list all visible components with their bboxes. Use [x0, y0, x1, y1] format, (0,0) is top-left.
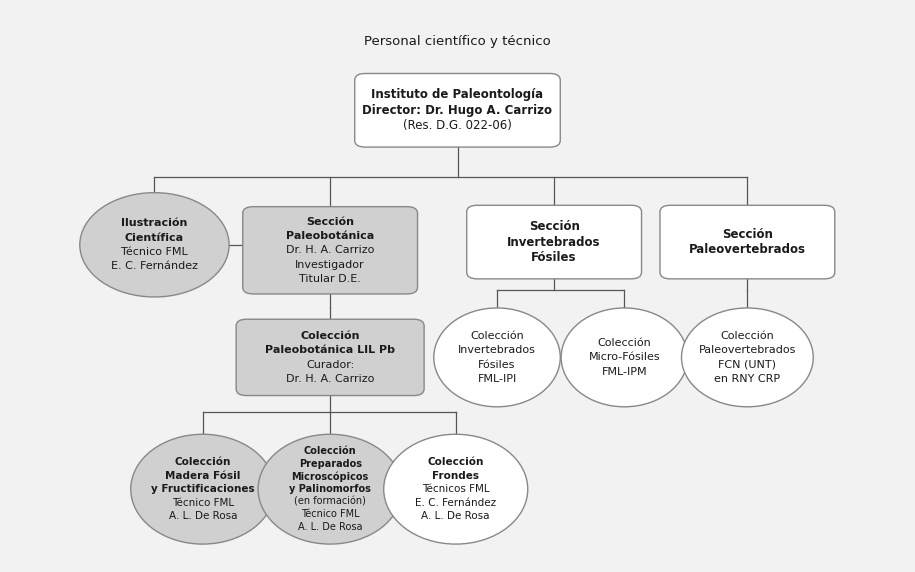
- Text: Titular D.E.: Titular D.E.: [299, 274, 361, 284]
- Text: Técnico FML: Técnico FML: [301, 510, 360, 519]
- Text: FML-IPI: FML-IPI: [478, 374, 517, 384]
- Text: A. L. De Rosa: A. L. De Rosa: [422, 511, 490, 521]
- Ellipse shape: [258, 434, 403, 544]
- Text: (en formación): (en formación): [295, 496, 366, 507]
- Text: Científica: Científica: [124, 233, 184, 243]
- Text: Director: Dr. Hugo A. Carrizo: Director: Dr. Hugo A. Carrizo: [362, 104, 553, 117]
- FancyBboxPatch shape: [242, 206, 417, 294]
- Text: Técnicos FML: Técnicos FML: [422, 484, 490, 494]
- Text: Colección: Colección: [470, 331, 524, 341]
- Text: FCN (UNT): FCN (UNT): [718, 360, 776, 370]
- Text: Micro-Fósiles: Micro-Fósiles: [588, 352, 661, 363]
- Text: Frondes: Frondes: [432, 471, 479, 480]
- Ellipse shape: [80, 193, 229, 297]
- Text: E. C. Fernández: E. C. Fernández: [111, 261, 198, 272]
- Text: y Palinomorfos: y Palinomorfos: [289, 484, 371, 494]
- Text: Colección: Colección: [175, 457, 231, 467]
- Text: Ilustración: Ilustración: [122, 218, 188, 228]
- Text: Fósiles: Fósiles: [532, 251, 576, 264]
- Text: Dr. H. A. Carrizo: Dr. H. A. Carrizo: [286, 374, 374, 384]
- Text: en RNY CRP: en RNY CRP: [715, 374, 780, 384]
- Text: Fósiles: Fósiles: [479, 360, 516, 370]
- Text: Sección: Sección: [722, 228, 773, 241]
- Text: (Res. D.G. 022-06): (Res. D.G. 022-06): [404, 119, 511, 132]
- Text: A. L. De Rosa: A. L. De Rosa: [168, 511, 237, 521]
- FancyBboxPatch shape: [660, 205, 834, 279]
- Ellipse shape: [434, 308, 560, 407]
- Ellipse shape: [131, 434, 274, 544]
- Text: E. C. Fernández: E. C. Fernández: [415, 498, 496, 508]
- Text: Preparados: Preparados: [298, 459, 361, 469]
- Ellipse shape: [383, 434, 528, 544]
- Text: Paleobotánica LIL Pb: Paleobotánica LIL Pb: [265, 345, 395, 355]
- Text: Personal científico y técnico: Personal científico y técnico: [364, 35, 551, 48]
- Text: Instituto de Paleontología: Instituto de Paleontología: [371, 89, 544, 101]
- Text: Colección: Colección: [597, 338, 651, 348]
- Text: Invertebrados: Invertebrados: [508, 236, 601, 249]
- Text: Dr. H. A. Carrizo: Dr. H. A. Carrizo: [286, 245, 374, 255]
- Ellipse shape: [561, 308, 688, 407]
- Text: FML-IPM: FML-IPM: [601, 367, 647, 377]
- Text: y Fructificaciones: y Fructificaciones: [151, 484, 254, 494]
- Text: Curador:: Curador:: [306, 360, 354, 370]
- Text: A. L. De Rosa: A. L. De Rosa: [298, 522, 362, 532]
- FancyBboxPatch shape: [355, 73, 560, 147]
- Ellipse shape: [682, 308, 813, 407]
- Text: Invertebrados: Invertebrados: [458, 345, 536, 355]
- Text: Paleobotánica: Paleobotánica: [286, 231, 374, 241]
- Text: Técnico FML: Técnico FML: [121, 247, 188, 257]
- Text: Colección: Colección: [427, 457, 484, 467]
- Text: Microscópicos: Microscópicos: [292, 471, 369, 482]
- FancyBboxPatch shape: [236, 319, 425, 396]
- Text: Colección: Colección: [304, 446, 357, 456]
- Text: Paleovertebrados: Paleovertebrados: [689, 243, 806, 256]
- Text: Colección: Colección: [720, 331, 774, 341]
- Text: Colección: Colección: [300, 331, 360, 341]
- Text: Investigador: Investigador: [296, 260, 365, 270]
- Text: Técnico FML: Técnico FML: [172, 498, 234, 508]
- FancyBboxPatch shape: [467, 205, 641, 279]
- Text: Sección: Sección: [529, 220, 579, 233]
- Text: Sección: Sección: [307, 217, 354, 227]
- Text: Madera Fósil: Madera Fósil: [165, 471, 241, 480]
- Text: Paleovertebrados: Paleovertebrados: [699, 345, 796, 355]
